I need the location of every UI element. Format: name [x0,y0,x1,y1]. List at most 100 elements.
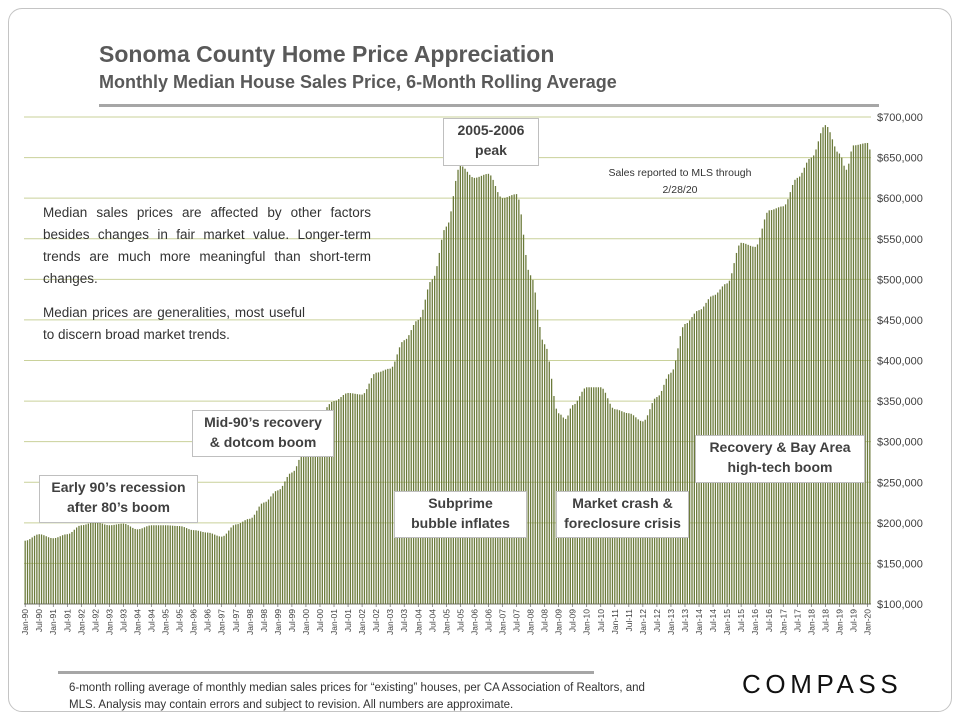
price-bar [50,537,52,604]
price-bar [31,537,33,604]
x-tick-label: Jul-02 [371,609,381,632]
price-bar [850,151,852,604]
y-tick-label: $400,000 [877,356,923,368]
price-bar [29,539,31,604]
price-bar [866,142,869,604]
price-bar [150,525,153,604]
price-bar [462,166,464,604]
price-bar [398,347,401,604]
x-tick-label: Jan-95 [161,609,171,635]
price-bar [763,219,766,604]
x-tick-label: Jul-90 [34,609,44,632]
x-tick-label: Jan-01 [329,609,339,635]
price-bar [438,252,440,604]
price-bar [403,340,405,604]
price-bar [288,473,291,604]
price-bar [319,413,321,604]
x-tick-label: Jul-09 [568,609,578,632]
price-bar [536,309,539,604]
price-bar [548,361,550,604]
price-bar [293,470,295,604]
price-bar [284,481,286,604]
price-bar [522,234,525,604]
price-bar [784,204,787,604]
price-bar [686,323,688,604]
y-tick-label: $150,000 [877,558,923,570]
price-bar [146,526,148,604]
x-tick-label: Jul-96 [203,609,213,632]
price-bar [735,252,738,604]
price-bar [808,158,810,604]
price-bar [85,524,87,604]
price-bar [356,394,359,604]
price-bar [256,510,258,604]
price-bar [478,176,480,605]
price-bar [494,185,497,605]
price-bar [370,378,373,604]
price-bar [412,324,415,604]
price-bar [553,396,555,604]
price-bar [361,394,363,604]
price-bar [300,453,302,604]
price-bar [777,207,780,605]
price-bar [43,535,45,604]
price-bar [471,177,473,604]
price-bar [181,526,183,604]
price-bar [90,522,92,604]
price-bar [221,536,223,604]
price-bar [314,421,316,604]
price-bar [852,145,855,604]
price-bar [87,523,89,604]
price-bar [342,395,345,604]
annotation-mid90s-recovery: Mid-90’s recovery & dotcom boom [192,410,334,457]
price-bar [366,389,368,604]
price-bar [480,175,483,604]
price-bar [775,208,777,604]
price-bar [97,522,99,604]
price-bar [83,525,85,604]
price-bar [518,199,520,605]
price-bar [36,534,38,604]
x-tick-label: Jul-93 [118,609,128,632]
price-bar [389,368,391,604]
price-bar [373,374,375,604]
x-tick-label: Jan-09 [554,609,564,635]
price-bar [111,525,113,604]
price-bar [749,245,752,604]
x-tick-label: Jan-93 [104,609,114,635]
price-bar [225,533,228,604]
price-bar [511,195,513,604]
price-bar [127,525,129,604]
price-bar [155,525,157,604]
x-tick-label: Jul-08 [540,609,550,632]
price-bar [520,214,522,604]
price-bar [235,524,237,604]
price-bar [485,174,487,604]
x-tick-label: Jan-18 [806,609,816,635]
x-tick-label: Jan-97 [217,609,227,635]
annotation-early90s-recession: Early 90’s recession after 80’s boom [39,475,198,523]
price-bar [857,144,859,605]
price-bar [672,369,674,604]
price-bar [197,530,199,604]
price-bar [740,242,742,604]
price-bar [375,372,377,604]
price-bar [768,210,770,604]
price-bar [843,165,845,604]
x-tick-label: Jul-06 [483,609,493,632]
price-chart: $100,000 $150,000 $200,000 $250,000 $300,000… [20,112,923,635]
price-bar [450,211,452,605]
x-tick-label: Jan-98 [245,609,255,635]
price-bar [347,392,349,604]
price-bar [249,518,251,604]
price-bar [263,502,265,604]
price-bar [691,317,693,604]
x-tick-label: Jul-13 [680,609,690,632]
price-bar [321,412,323,604]
x-tick-label: Jul-00 [315,609,325,632]
x-tick-label: Jan-08 [526,609,536,635]
generalities-note: Median prices are generalities, most use… [43,305,305,342]
x-tick-label: Jan-00 [301,609,311,635]
price-bar [216,535,218,604]
price-bar [394,361,396,604]
